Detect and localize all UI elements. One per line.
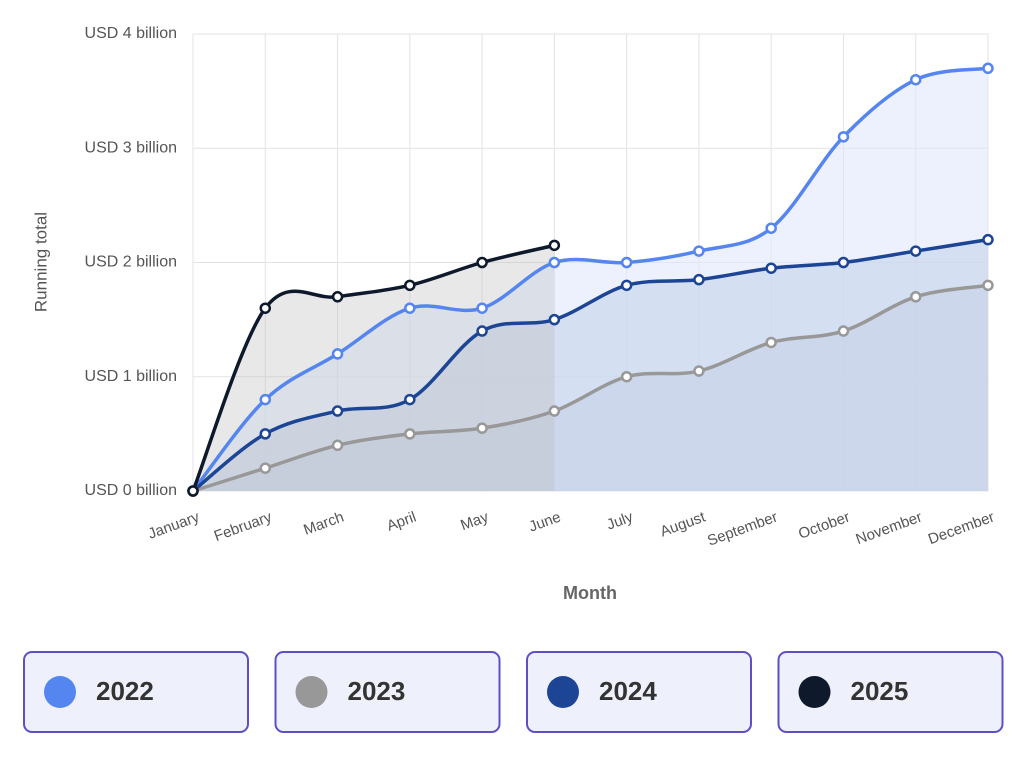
point	[331, 291, 344, 303]
point	[331, 405, 344, 417]
y-axis-title: Running total	[31, 212, 50, 312]
x-tick-label: February	[212, 508, 275, 545]
point	[259, 428, 272, 440]
x-tick-label: October	[796, 509, 852, 543]
legend-button[interactable]	[23, 651, 249, 733]
point	[259, 302, 272, 314]
point	[548, 405, 561, 417]
legend-button[interactable]	[274, 651, 501, 733]
point	[404, 428, 416, 440]
point	[331, 348, 344, 360]
point	[982, 62, 994, 75]
legend-label: 2024	[599, 676, 657, 706]
point	[187, 485, 199, 497]
x-tick-label: December	[926, 509, 997, 549]
x-tick-label: April	[385, 509, 419, 535]
legend-button[interactable]	[526, 651, 752, 733]
x-tick-label: January	[146, 508, 202, 542]
x-tick-label: March	[301, 509, 346, 539]
y-tick-label: USD 1 billion	[85, 368, 177, 385]
area	[193, 245, 555, 491]
x-axis-title: Month	[563, 583, 617, 603]
point	[331, 439, 344, 452]
legend-button[interactable]	[777, 651, 1004, 733]
x-tick-label: November	[854, 509, 925, 549]
point	[548, 239, 561, 252]
legend-label: 2025	[851, 676, 909, 706]
legend-swatch	[44, 676, 76, 708]
point	[476, 302, 488, 314]
point	[909, 291, 922, 303]
point	[765, 222, 777, 234]
point	[476, 256, 488, 269]
point	[620, 256, 633, 269]
point	[982, 279, 994, 292]
point	[693, 273, 705, 286]
point	[404, 393, 416, 406]
x-tick-label: August	[658, 508, 708, 540]
legend-item[interactable]: 2022	[23, 651, 249, 733]
point	[404, 302, 416, 314]
legend-item[interactable]: 2024	[526, 651, 752, 733]
legend-swatch	[798, 676, 831, 708]
point	[837, 325, 850, 337]
legend-item[interactable]: 2025	[777, 651, 1004, 733]
point	[909, 245, 922, 257]
point	[259, 393, 272, 406]
point	[259, 462, 272, 474]
point	[837, 256, 850, 269]
y-tick-label: USD 4 billion	[85, 25, 177, 42]
legend-label: 2022	[96, 676, 154, 706]
legend-swatch	[547, 676, 579, 708]
x-tick-label: July	[604, 508, 635, 533]
y-tick-label: USD 2 billion	[85, 254, 177, 271]
legend-swatch	[295, 676, 328, 708]
x-tick-label: September	[705, 509, 780, 550]
legend-item[interactable]: 2023	[274, 651, 501, 733]
point	[693, 245, 705, 257]
y-tick-label: USD 0 billion	[85, 482, 177, 499]
point	[476, 325, 488, 337]
point	[476, 422, 488, 434]
point	[620, 371, 633, 383]
point	[548, 256, 561, 269]
point	[765, 262, 777, 274]
area	[193, 239, 988, 491]
point	[765, 336, 777, 349]
point	[909, 73, 922, 86]
x-tick-label: May	[458, 508, 491, 534]
point	[837, 131, 850, 143]
point	[693, 365, 705, 377]
legend-label: 2023	[348, 676, 406, 706]
point	[620, 279, 633, 292]
point	[982, 233, 994, 246]
y-tick-label: USD 3 billion	[85, 139, 177, 156]
x-tick-label: June	[527, 509, 563, 536]
point	[404, 279, 416, 292]
point	[548, 313, 561, 326]
